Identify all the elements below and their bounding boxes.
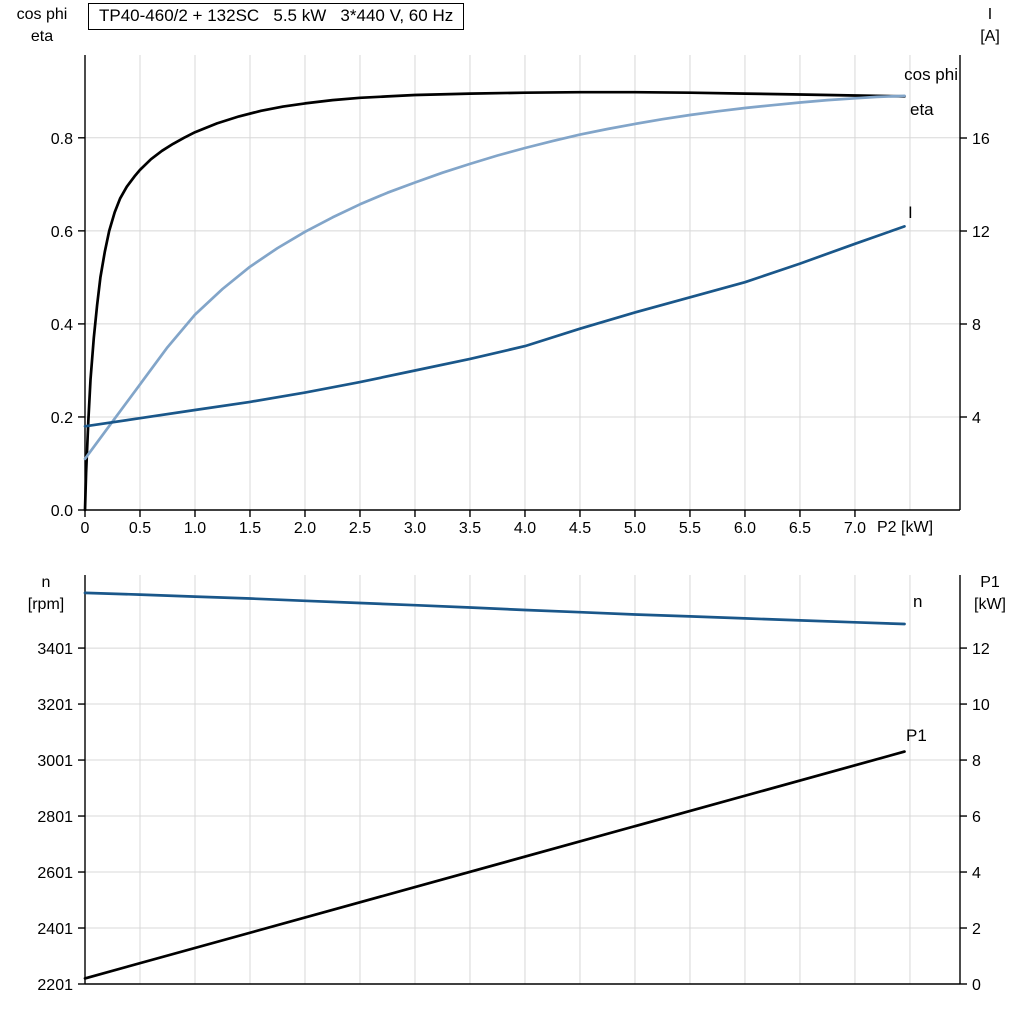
y-right-tick-label: 4 [972, 865, 981, 882]
series-curve-n [83, 591, 906, 626]
curve-label-eta: eta [910, 100, 934, 119]
series-curve-cos-phi [83, 94, 906, 461]
x-tick-label: 4.0 [514, 520, 536, 537]
x-tick-label: 4.5 [569, 520, 591, 537]
axis-label-speed: n [41, 574, 51, 591]
bottom-right-axis-label: P1 [kW] [962, 572, 1018, 616]
x-axis-label: P2 [kW] [877, 519, 934, 536]
x-tick-label: 3.5 [459, 520, 481, 537]
y-left-tick-label: 0.6 [51, 224, 73, 241]
y-right-tick-label: 12 [972, 224, 990, 241]
y-left-tick-label: 3201 [37, 697, 73, 714]
axis-label-p1-unit: [kW] [974, 596, 1006, 613]
y-right-tick-label: 8 [972, 753, 981, 770]
x-tick-label: 5.0 [624, 520, 646, 537]
y-left-tick-label: 2401 [37, 921, 73, 938]
axis-label-current: I [987, 6, 993, 23]
y-left-tick-label: 0.2 [51, 410, 73, 427]
y-left-tick-label: 0.4 [51, 317, 73, 334]
x-tick-label: 6.0 [734, 520, 756, 537]
curve-label-P1: P1 [906, 726, 927, 745]
y-left-tick-label: 2601 [37, 865, 73, 882]
axis-label-cos-phi: cos phi [16, 6, 68, 23]
y-left-tick-label: 0.0 [51, 503, 73, 520]
y-left-tick-label: 2801 [37, 809, 73, 826]
x-tick-label: 6.5 [789, 520, 811, 537]
axis-label-current-unit: [A] [980, 28, 1000, 45]
x-tick-label: 5.5 [679, 520, 701, 537]
chart-title: TP40-460/2 + 132SC 5.5 kW 3*440 V, 60 Hz [88, 3, 465, 30]
series-curve-P1 [83, 750, 906, 980]
x-tick-label: 1.0 [184, 520, 206, 537]
y-right-tick-label: 2 [972, 921, 981, 938]
x-tick-label: 0.5 [129, 520, 151, 537]
curve-label-cos-phi: cos phi [904, 65, 958, 84]
y-right-tick-label: 12 [972, 641, 990, 658]
y-left-tick-label: 0.8 [51, 131, 73, 148]
x-tick-label: 7.0 [844, 520, 866, 537]
y-right-tick-label: 6 [972, 809, 981, 826]
y-right-tick-label: 10 [972, 697, 990, 714]
axis-label-p1: P1 [980, 574, 1000, 591]
x-tick-label: 1.5 [239, 520, 261, 537]
axis-label-speed-unit: [rpm] [27, 596, 65, 613]
bottom-left-axis-label: n [rpm] [12, 572, 80, 616]
series-curve-I [83, 225, 906, 428]
x-tick-label: 0 [81, 520, 90, 537]
top-right-axis-label: I [A] [964, 4, 1016, 48]
curve-label-I: I [908, 203, 913, 222]
series-curve-eta [83, 90, 906, 512]
y-right-tick-label: 0 [972, 977, 981, 994]
y-right-tick-label: 8 [972, 317, 981, 334]
y-left-tick-label: 3001 [37, 753, 73, 770]
axis-label-eta: eta [30, 28, 54, 45]
y-right-tick-label: 4 [972, 410, 981, 427]
curve-label-n: n [913, 592, 922, 611]
x-tick-label: 3.0 [404, 520, 426, 537]
y-left-tick-label: 3401 [37, 641, 73, 658]
y-right-tick-label: 16 [972, 131, 990, 148]
x-tick-label: 2.5 [349, 520, 371, 537]
top-left-axis-label: cos phi eta [6, 4, 78, 48]
x-tick-label: 2.0 [294, 520, 316, 537]
y-left-tick-label: 2201 [37, 977, 73, 994]
